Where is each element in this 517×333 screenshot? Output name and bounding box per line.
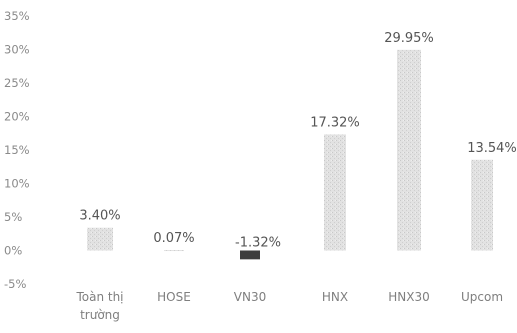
- category-label: trường: [80, 308, 120, 322]
- category-label: Upcom: [461, 290, 503, 304]
- category-label: HOSE: [157, 290, 191, 304]
- y-tick-label: 25%: [4, 76, 30, 90]
- bar: [164, 250, 184, 252]
- y-tick-label: 35%: [4, 9, 30, 23]
- y-tick-label: 5%: [4, 210, 22, 224]
- value-label: 3.40%: [79, 209, 120, 224]
- y-tick-label: -5%: [4, 277, 26, 291]
- y-tick-label: 0%: [4, 244, 22, 258]
- value-label: 13.54%: [467, 141, 517, 156]
- y-tick-label: 20%: [4, 110, 30, 124]
- bar: [87, 227, 113, 251]
- value-label: 0.07%: [153, 231, 194, 246]
- y-tick-label: 15%: [4, 143, 30, 157]
- bar: [397, 49, 421, 251]
- y-tick-label: 30%: [4, 43, 30, 57]
- value-label: 17.32%: [310, 115, 360, 130]
- category-label: Toàn thị: [75, 290, 123, 304]
- category-labels: Toàn thị trường HOSE VN30 HNX HNX30 Upcom: [75, 290, 503, 322]
- category-label: HNX30: [388, 290, 430, 304]
- bars: [87, 49, 493, 260]
- bar: [471, 159, 493, 251]
- category-label: VN30: [234, 290, 266, 304]
- bar: [324, 134, 346, 251]
- value-label: -1.32%: [235, 236, 281, 251]
- y-axis: -5% 0% 5% 10% 15% 20% 25% 30% 35%: [4, 9, 30, 291]
- value-labels: 3.40% 0.07% -1.32% 17.32% 29.95% 13.54%: [79, 31, 516, 251]
- y-tick-label: 10%: [4, 177, 30, 191]
- category-label: HNX: [322, 290, 348, 304]
- value-label: 29.95%: [384, 31, 434, 46]
- bar: [240, 250, 260, 260]
